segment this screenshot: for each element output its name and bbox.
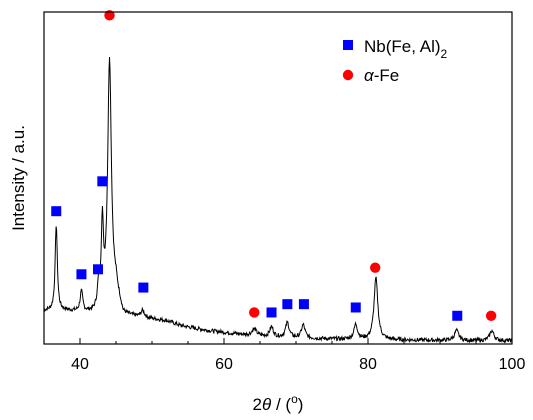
legend-label-nbfeal2-main: Nb(Fe, Al) xyxy=(364,37,441,56)
x-axis-ticks: 40 60 80 100 xyxy=(43,338,526,373)
x-axis-label-prefix: 2 xyxy=(253,395,262,414)
x-tick-label-100: 100 xyxy=(499,356,526,373)
marker-alpha-fe-12 xyxy=(370,262,381,273)
x-axis-label: 2θ / (o) xyxy=(253,392,304,414)
x-axis-label-degree: o xyxy=(291,392,298,406)
marker-nbfeal2-5 xyxy=(266,307,277,318)
marker-alpha-fe-11 xyxy=(249,307,260,318)
legend-label-nbfeal2: Nb(Fe, Al)2 xyxy=(364,37,448,61)
plot-frame xyxy=(43,11,513,345)
marker-nbfeal2-2 xyxy=(93,264,103,275)
legend-label-alpha-fe-rest: -Fe xyxy=(374,66,400,85)
marker-nbfeal2-9 xyxy=(452,310,463,321)
legend-label-alpha-fe: α-Fe xyxy=(364,66,399,85)
y-axis-label: Intensity / a.u. xyxy=(9,125,28,231)
marker-nbfeal2-7 xyxy=(298,299,309,310)
marker-nbfeal2-4 xyxy=(138,282,149,293)
marker-nbfeal2-8 xyxy=(350,302,361,313)
marker-alpha-fe-13 xyxy=(485,310,497,321)
x-axis-label-rest: / ( xyxy=(271,395,291,414)
legend-label-nbfeal2-sub: 2 xyxy=(441,47,448,61)
marker-nbfeal2-0 xyxy=(51,206,62,217)
legend-marker-nbfeal2 xyxy=(343,40,353,50)
marker-nbfeal2-1 xyxy=(76,269,87,280)
x-axis-label-close: ) xyxy=(298,395,304,414)
x-axis-label-theta: θ xyxy=(262,395,272,414)
phase-markers xyxy=(51,10,497,321)
marker-alpha-fe-10 xyxy=(104,10,115,21)
legend-marker-alpha-fe xyxy=(342,69,354,81)
x-tick-label-80: 80 xyxy=(359,356,377,373)
x-tick-label-40: 40 xyxy=(71,356,89,373)
x-tick-label-60: 60 xyxy=(215,356,233,373)
legend-label-alpha-fe-alpha: α xyxy=(364,66,375,85)
legend: Nb(Fe, Al)2 α-Fe xyxy=(342,37,448,85)
marker-nbfeal2-6 xyxy=(282,299,293,310)
xrd-pattern-line xyxy=(44,57,512,344)
marker-nbfeal2-3 xyxy=(97,176,108,187)
